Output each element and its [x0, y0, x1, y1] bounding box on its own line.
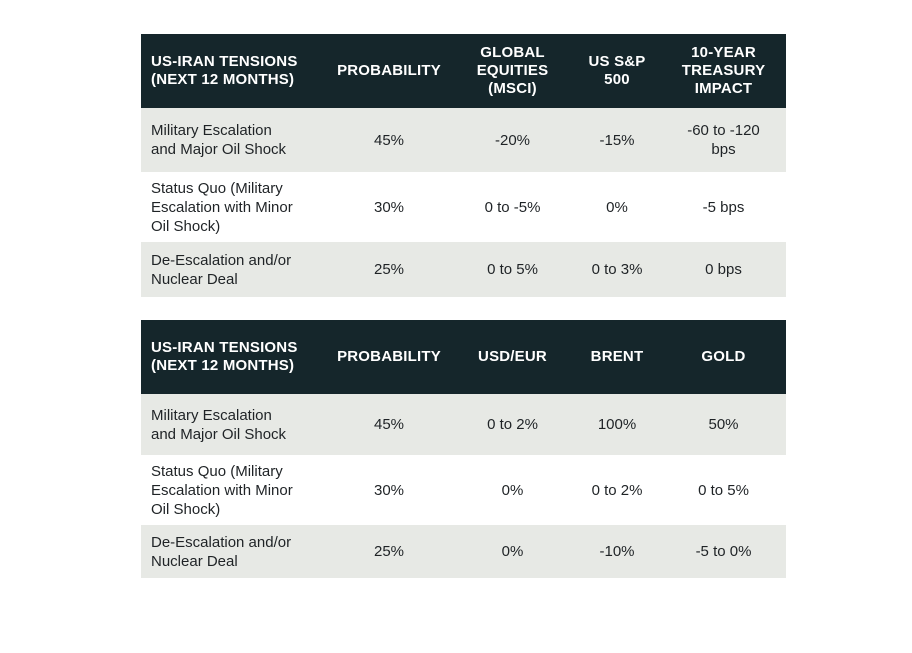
brent-value: 100% [597, 416, 637, 433]
probability-value: 25% [373, 543, 405, 560]
table-header-row: US-IRAN TENSIONS (NEXT 12 MONTHS) PROBAB… [141, 320, 786, 394]
probability-value: 25% [373, 261, 405, 278]
header-sp500: US S&P 500 [588, 53, 646, 88]
header-usd-eur: USD/EUR [478, 348, 547, 365]
table-row: De-Escalation and/or Nuclear Deal 25% 0%… [141, 525, 786, 578]
brent-value: -10% [599, 543, 635, 560]
brent-value: 0 to 2% [591, 481, 643, 499]
table-row: Status Quo (Military Escalation with Min… [141, 172, 786, 242]
sp500-value: 0 to 3% [591, 261, 643, 278]
usd-eur-value: 0% [501, 481, 524, 499]
header-brent: BRENT [590, 348, 644, 365]
global-equities-value: 0 to -5% [484, 198, 541, 216]
treasury-impact-value: 0 bps [705, 261, 742, 278]
usd-eur-value: 0% [501, 543, 524, 560]
header-probability: PROBABILITY [337, 62, 441, 79]
table-row: De-Escalation and/or Nuclear Deal 25% 0 … [141, 242, 786, 297]
scenario-label: De-Escalation and/or Nuclear Deal [151, 533, 292, 570]
scenario-label: Status Quo (Military Escalation with Min… [151, 179, 293, 235]
scenario-label: Status Quo (Military Escalation with Min… [151, 462, 293, 518]
gold-value: 50% [708, 416, 739, 433]
table-row: Status Quo (Military Escalation with Min… [141, 455, 786, 525]
header-treasury-impact: 10-YEAR TREASURY IMPACT [681, 44, 766, 97]
table-header-row: US-IRAN TENSIONS (NEXT 12 MONTHS) PROBAB… [141, 34, 786, 108]
probability-value: 30% [373, 198, 405, 216]
table-row: Military Escalation and Major Oil Shock … [141, 394, 786, 455]
header-probability: PROBABILITY [337, 348, 441, 365]
usd-eur-value: 0 to 2% [487, 416, 538, 433]
global-equities-value: 0 to 5% [487, 261, 538, 278]
probability-value: 45% [373, 131, 405, 149]
currency-commodities-table: US-IRAN TENSIONS (NEXT 12 MONTHS) PROBAB… [141, 320, 786, 578]
scenario-label: De-Escalation and/or Nuclear Deal [151, 251, 292, 288]
treasury-impact-value: -5 bps [702, 198, 745, 216]
gold-value: 0 to 5% [698, 481, 749, 499]
gold-value: -5 to 0% [695, 543, 752, 560]
header-scenario: US-IRAN TENSIONS (NEXT 12 MONTHS) [151, 339, 298, 374]
equities-treasury-table: US-IRAN TENSIONS (NEXT 12 MONTHS) PROBAB… [141, 34, 786, 297]
probability-value: 45% [373, 416, 405, 433]
header-gold: GOLD [701, 348, 746, 365]
header-global-equities: GLOBAL EQUITIES (MSCI) [476, 44, 549, 97]
header-scenario: US-IRAN TENSIONS (NEXT 12 MONTHS) [151, 53, 298, 88]
treasury-impact-value: -60 to -120 bps [687, 122, 760, 158]
table-row: Military Escalation and Major Oil Shock … [141, 108, 786, 172]
scenario-label: Military Escalation and Major Oil Shock [151, 122, 287, 158]
scenario-label: Military Escalation and Major Oil Shock [151, 406, 287, 443]
global-equities-value: -20% [494, 131, 531, 149]
sp500-value: 0% [606, 198, 628, 216]
sp500-value: -15% [599, 131, 635, 149]
probability-value: 30% [373, 481, 405, 499]
